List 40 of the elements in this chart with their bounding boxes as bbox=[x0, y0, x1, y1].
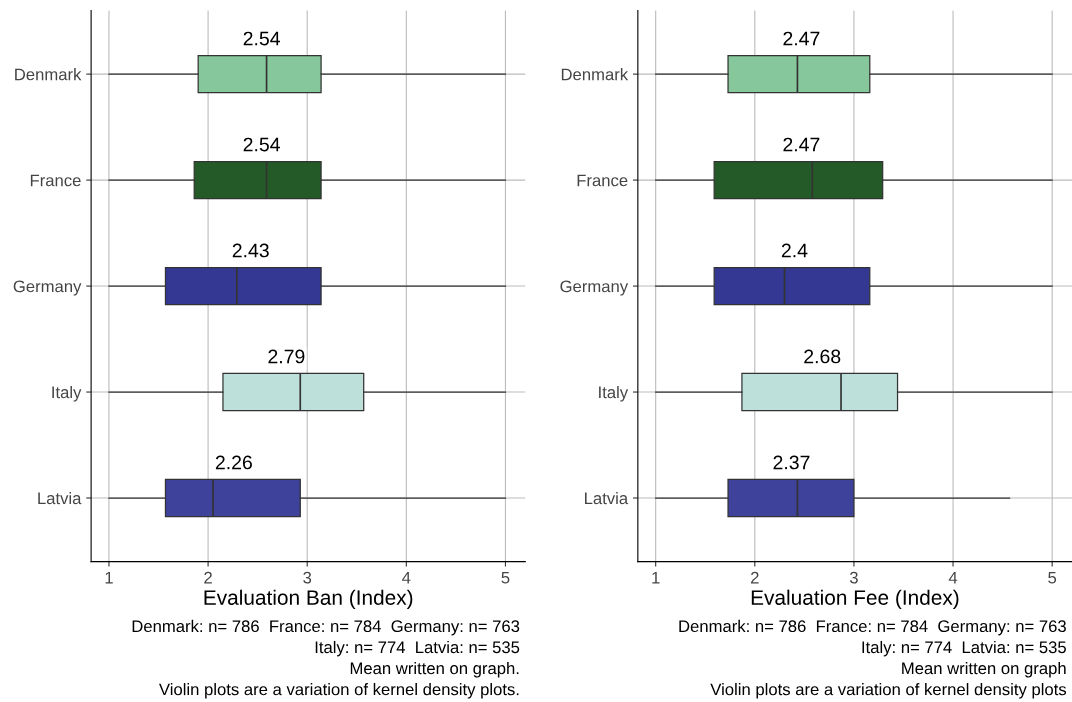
text: Violin plots are a variation of kernel density plots bbox=[710, 683, 1067, 699]
x-tick-label: 5 bbox=[1048, 571, 1057, 584]
x-tick-label: 4 bbox=[948, 571, 958, 584]
annotation: 2.43 bbox=[232, 243, 269, 258]
text: Violin plots are a variation of kernel density plots. bbox=[159, 683, 519, 699]
annotation: 2.79 bbox=[268, 349, 305, 364]
x-tick-label: 1 bbox=[105, 571, 113, 584]
annotation: 2.54 bbox=[243, 31, 280, 46]
x-tick-label: 3 bbox=[849, 571, 858, 584]
x-tick-label: 2 bbox=[751, 571, 759, 584]
annotation: 2.54 bbox=[243, 137, 280, 152]
y-tick-label: France bbox=[30, 174, 81, 187]
y-tick-label: Latvia bbox=[585, 491, 629, 505]
annotation: 2.47 bbox=[783, 31, 820, 46]
x-tick-label: 4 bbox=[402, 571, 411, 584]
text: Italy: n= 774 Latvia: n= 535 bbox=[315, 640, 520, 657]
annotation: 2.47 bbox=[783, 137, 820, 152]
y-tick-label: Denmark bbox=[561, 68, 629, 81]
text: Italy: n= 774 Latvia: n= 535 bbox=[862, 640, 1066, 657]
annotation: 2.68 bbox=[804, 349, 841, 364]
x-axis-title: Evaluation Ban (Index) bbox=[204, 589, 413, 610]
annotation: 2.37 bbox=[773, 455, 810, 470]
text: Denmark: n= 786 France: n= 784 Germany: n= 763 bbox=[132, 619, 520, 636]
y-tick-label: Italy bbox=[599, 386, 629, 402]
annotation: 2.4 bbox=[781, 243, 808, 258]
text: Denmark: n= 786 France: n= 784 Germany: n= 763 bbox=[679, 619, 1066, 636]
x-tick-label: 1 bbox=[652, 571, 660, 584]
x-tick-label: 3 bbox=[303, 571, 312, 584]
y-tick-label: Denmark bbox=[15, 68, 82, 81]
y-tick-label: Germany bbox=[560, 280, 629, 296]
y-tick-label: Italy bbox=[52, 386, 82, 402]
y-tick-label: Germany bbox=[13, 280, 82, 296]
annotation: 2.26 bbox=[215, 455, 252, 470]
y-tick-label: France bbox=[577, 174, 628, 187]
x-tick-label: 5 bbox=[501, 571, 510, 584]
x-tick-label: 2 bbox=[204, 571, 212, 584]
text: Mean written on graph. bbox=[350, 661, 519, 678]
x-axis-title: Evaluation Fee (Index) bbox=[751, 589, 959, 610]
y-tick-label: Latvia bbox=[38, 491, 82, 505]
text: Mean written on graph bbox=[902, 661, 1066, 678]
